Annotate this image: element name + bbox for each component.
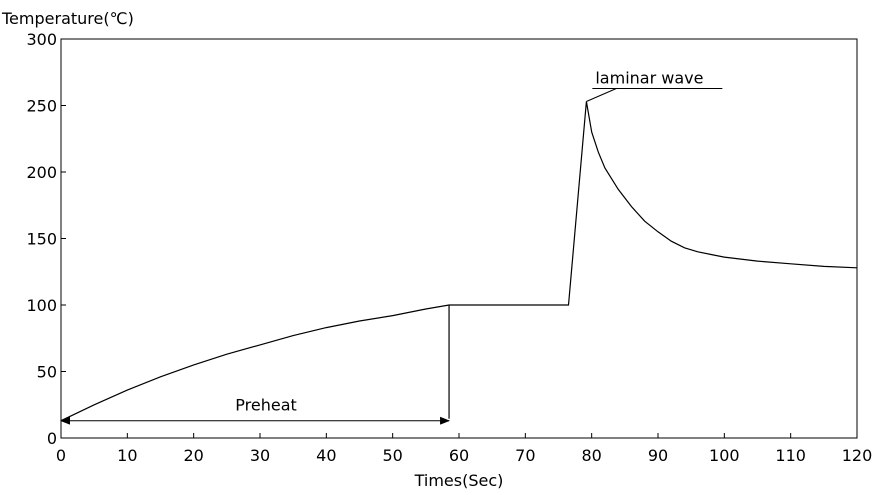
temperature-curve [60,101,858,422]
x-tick-label: 90 [648,446,668,465]
y-tick-label: 250 [26,97,57,116]
x-tick-label: 60 [449,446,469,465]
laminar-wave-label: laminar wave [595,69,703,88]
y-tick-label: 0 [47,429,57,448]
x-tick-label: 0 [56,446,66,465]
x-tick-label: 50 [382,446,402,465]
y-axis-ticks: 0 50 100 150 200 250 300 [26,30,66,448]
laminar-wave-leader [586,88,617,102]
x-tick-label: 80 [581,446,601,465]
x-tick-label: 120 [842,446,873,465]
y-tick-label: 50 [37,363,57,382]
y-tick-label: 200 [26,163,57,182]
preheat-label: Preheat [235,396,297,415]
x-axis-title: Times(Sec) [414,471,504,490]
y-tick-label: 100 [26,296,57,315]
y-axis-title: Temperature(℃) [1,9,134,28]
x-tick-label: 110 [775,446,806,465]
plot-frame [60,38,858,439]
y-tick-label: 150 [26,230,57,249]
y-tick-label: 300 [26,30,57,49]
x-axis-ticks: 0 10 20 30 40 50 60 70 80 90 100 110 120 [56,433,872,465]
x-tick-label: 20 [183,446,203,465]
x-tick-label: 10 [117,446,137,465]
x-tick-label: 100 [709,446,740,465]
x-tick-label: 40 [316,446,336,465]
x-tick-label: 30 [250,446,270,465]
x-tick-label: 70 [515,446,535,465]
